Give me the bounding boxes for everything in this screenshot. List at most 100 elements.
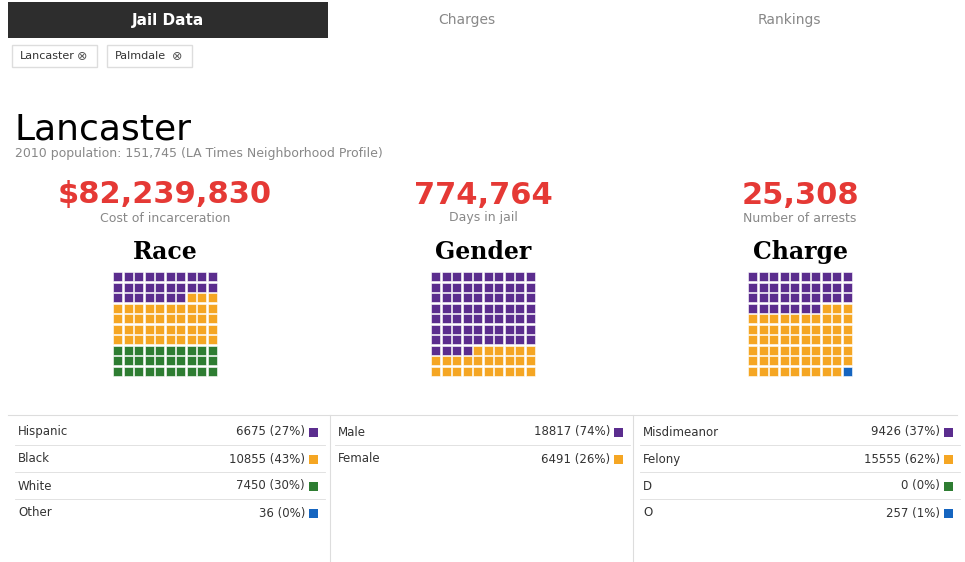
Bar bbox=[801, 314, 810, 323]
Bar bbox=[463, 314, 472, 323]
Bar bbox=[483, 314, 493, 323]
Bar bbox=[801, 283, 810, 292]
Bar bbox=[166, 356, 175, 365]
Bar bbox=[207, 293, 217, 302]
Bar bbox=[124, 283, 133, 292]
Bar bbox=[832, 293, 841, 302]
Bar bbox=[483, 324, 493, 333]
Bar bbox=[431, 272, 440, 281]
Bar bbox=[832, 324, 841, 333]
Bar bbox=[505, 335, 513, 344]
Bar bbox=[483, 356, 493, 365]
Bar bbox=[166, 283, 175, 292]
Bar bbox=[177, 303, 185, 312]
Bar bbox=[207, 335, 217, 344]
Text: Charge: Charge bbox=[753, 240, 847, 264]
Bar bbox=[145, 303, 153, 312]
Bar bbox=[526, 366, 535, 375]
Bar bbox=[463, 366, 472, 375]
Bar bbox=[134, 366, 143, 375]
Bar bbox=[483, 293, 493, 302]
Bar bbox=[197, 324, 207, 333]
Bar bbox=[166, 335, 175, 344]
Bar bbox=[177, 356, 185, 365]
Bar bbox=[515, 303, 524, 312]
Bar bbox=[134, 293, 143, 302]
Bar bbox=[166, 346, 175, 355]
Bar bbox=[197, 314, 207, 323]
Bar bbox=[812, 283, 820, 292]
Bar bbox=[483, 303, 493, 312]
Bar bbox=[145, 356, 153, 365]
Bar bbox=[463, 303, 472, 312]
Bar bbox=[842, 293, 852, 302]
Bar bbox=[177, 283, 185, 292]
Text: Other: Other bbox=[18, 506, 52, 519]
Bar bbox=[483, 366, 493, 375]
Bar bbox=[453, 283, 461, 292]
Bar bbox=[309, 482, 318, 491]
Bar bbox=[207, 324, 217, 333]
Bar bbox=[177, 335, 185, 344]
Bar bbox=[453, 335, 461, 344]
Bar bbox=[944, 482, 953, 491]
Bar bbox=[124, 314, 133, 323]
Bar bbox=[748, 335, 758, 344]
Bar bbox=[505, 366, 513, 375]
Bar bbox=[832, 356, 841, 365]
Bar bbox=[207, 346, 217, 355]
Bar bbox=[155, 366, 164, 375]
Bar bbox=[207, 356, 217, 365]
Bar bbox=[822, 366, 831, 375]
Bar bbox=[515, 366, 524, 375]
Bar bbox=[197, 335, 207, 344]
Bar bbox=[842, 314, 852, 323]
Bar bbox=[442, 366, 451, 375]
Bar bbox=[473, 283, 482, 292]
Bar bbox=[124, 324, 133, 333]
Bar bbox=[124, 272, 133, 281]
Bar bbox=[187, 293, 196, 302]
Bar bbox=[134, 283, 143, 292]
Bar bbox=[113, 324, 123, 333]
Bar bbox=[526, 283, 535, 292]
Bar bbox=[812, 335, 820, 344]
Bar bbox=[526, 303, 535, 312]
Bar bbox=[515, 356, 524, 365]
Bar bbox=[822, 293, 831, 302]
Bar bbox=[769, 303, 778, 312]
Bar bbox=[134, 303, 143, 312]
Bar bbox=[431, 324, 440, 333]
Bar bbox=[124, 356, 133, 365]
Bar bbox=[515, 346, 524, 355]
Bar bbox=[801, 356, 810, 365]
Text: White: White bbox=[18, 479, 52, 492]
Bar bbox=[758, 293, 768, 302]
Bar bbox=[166, 314, 175, 323]
Bar bbox=[187, 346, 196, 355]
Bar bbox=[769, 356, 778, 365]
Bar bbox=[832, 335, 841, 344]
Text: ⊗: ⊗ bbox=[77, 49, 87, 62]
Bar bbox=[187, 314, 196, 323]
Bar bbox=[505, 356, 513, 365]
Bar bbox=[812, 272, 820, 281]
Bar bbox=[113, 314, 123, 323]
Bar bbox=[309, 509, 318, 518]
Bar bbox=[494, 303, 504, 312]
Bar bbox=[769, 272, 778, 281]
Text: Race: Race bbox=[132, 240, 198, 264]
Text: Gender: Gender bbox=[435, 240, 531, 264]
Bar bbox=[453, 272, 461, 281]
Bar bbox=[124, 303, 133, 312]
Bar bbox=[431, 356, 440, 365]
Bar bbox=[832, 366, 841, 375]
Bar bbox=[453, 303, 461, 312]
Text: 10855 (43%): 10855 (43%) bbox=[229, 452, 305, 465]
Bar bbox=[790, 346, 799, 355]
Bar bbox=[769, 324, 778, 333]
Bar bbox=[758, 272, 768, 281]
Bar bbox=[113, 293, 123, 302]
Bar bbox=[822, 272, 831, 281]
Bar bbox=[113, 272, 123, 281]
